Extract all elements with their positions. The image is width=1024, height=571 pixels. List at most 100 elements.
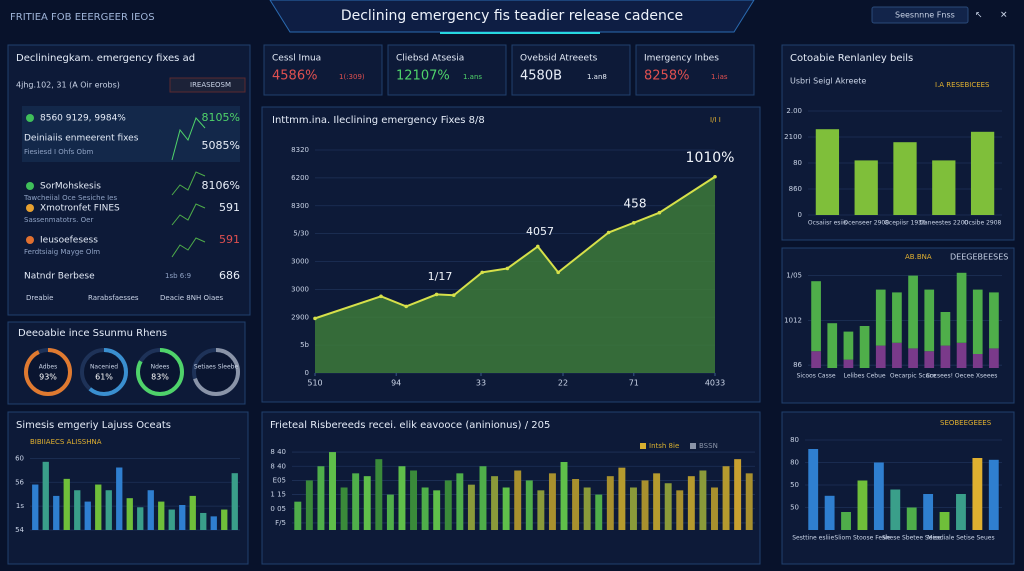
point (379, 294, 383, 299)
legend-label: BSSN (699, 442, 718, 450)
bar (137, 507, 144, 530)
y-tick-label: 60 (15, 454, 24, 462)
bar (84, 501, 91, 530)
bar (421, 487, 429, 530)
bar (32, 484, 39, 530)
item-title: Ieusoefesess (40, 236, 98, 246)
header-button-label[interactable]: Seesnnne Fnss (895, 11, 955, 20)
point (480, 270, 485, 275)
x-tick-label: 22 (558, 379, 568, 388)
gauge-value: 61% (95, 373, 113, 382)
chart-tag: I.A RESEBICEES (935, 81, 990, 89)
kpi-card (511, 44, 631, 96)
point (657, 210, 662, 215)
bar-segment (956, 272, 967, 343)
kpi-value: 8258% (644, 69, 689, 84)
bar (514, 470, 522, 530)
bar (74, 490, 81, 530)
bar (363, 476, 371, 530)
bar (808, 449, 819, 530)
annotation: 4057 (526, 225, 554, 238)
x-tick-label: Ocsibe 2908 (964, 220, 1002, 227)
y-tick-label: 8300 (291, 202, 309, 210)
bar (444, 480, 452, 530)
bar (158, 501, 165, 530)
point (434, 292, 439, 297)
point (632, 220, 636, 225)
gauge-arc (24, 348, 72, 396)
x-tick-label: Cocsees! Oecee Xseees (926, 373, 998, 380)
item-icon (26, 182, 34, 190)
point (713, 174, 717, 179)
kpi-value: 4586% (272, 69, 317, 84)
gauge-name: Adbes (39, 364, 57, 371)
item-value: 5085% (202, 139, 240, 152)
bar (906, 507, 917, 530)
bar (560, 462, 568, 530)
x-tick-label: 33 (476, 379, 486, 388)
y-tick-label: 54 (15, 526, 24, 534)
bar (168, 509, 175, 530)
item-subtitle: 1sb 6:9 (165, 272, 191, 280)
item-value: 591 (219, 201, 240, 214)
bar (200, 512, 207, 530)
y-tick-label: 860 (789, 185, 802, 193)
bar (329, 452, 336, 530)
x-tick-label: Shese Sbetee Seiee (882, 535, 942, 542)
bar (525, 480, 533, 530)
icon[interactable]: ✕ (1000, 11, 1008, 21)
item-title: 8560 9129, 9984% (40, 114, 126, 124)
item-value: 8105% (202, 111, 240, 124)
bar-segment (875, 345, 886, 368)
sparkline (171, 171, 206, 196)
kpi-label: Cliebsd Atsesia (396, 54, 464, 64)
x-tick-label: Lelibes Cebue (844, 373, 886, 380)
item-value: 686 (219, 269, 240, 282)
bar-segment (908, 348, 918, 368)
bar (956, 494, 966, 530)
x-tick-label: 94 (391, 379, 401, 388)
legend-swatch (690, 443, 696, 449)
panel (261, 411, 761, 565)
bar (95, 484, 102, 530)
tag-label: IREASEOSM (190, 81, 231, 89)
bar-segment (972, 354, 983, 368)
point (536, 244, 540, 249)
y-tick-label: 1012 (784, 316, 802, 324)
x-tick-label: Sicoos Casse (797, 373, 836, 380)
kpi-delta: 1.an8 (587, 73, 607, 81)
kpi-delta: 1(:309) (339, 73, 365, 81)
bar (398, 466, 406, 530)
icon[interactable]: ↖ (975, 11, 983, 21)
bar (841, 512, 851, 530)
bar-segment (827, 323, 838, 368)
y-tick-label: 80 (790, 459, 799, 467)
bar (857, 480, 868, 530)
bar-segment (924, 351, 935, 368)
x-tick-label: Oaneestes 2200 (919, 220, 968, 227)
bar (676, 490, 684, 530)
bar (375, 459, 383, 530)
bar (745, 473, 753, 530)
bar (42, 461, 49, 530)
y-tick-label: 1/05 (786, 272, 802, 280)
y-tick-label: 8320 (291, 146, 309, 154)
kpi-card (635, 44, 755, 96)
x-tick-label: Ocsaiisr esiis (808, 220, 847, 227)
bar (970, 131, 995, 215)
y-tick-label: 1 15 (270, 491, 286, 499)
chart-subtitle: DEEGEBEESES (950, 253, 1008, 262)
y-tick-label: 6200 (291, 174, 309, 182)
item-title: Deiniaiis enmeerent fixes (24, 134, 139, 144)
bar (606, 476, 614, 530)
panel-title: Deeoabie ince Ssunmu Rhens (18, 328, 167, 339)
x-tick-label: Sliom Stoose Fesie (834, 535, 890, 542)
bar (479, 466, 487, 530)
point (404, 304, 409, 309)
header-button[interactable] (871, 6, 969, 24)
bar (352, 473, 360, 530)
point (556, 270, 560, 275)
tag (169, 77, 246, 93)
y-tick-label: 0 05 (270, 505, 286, 513)
